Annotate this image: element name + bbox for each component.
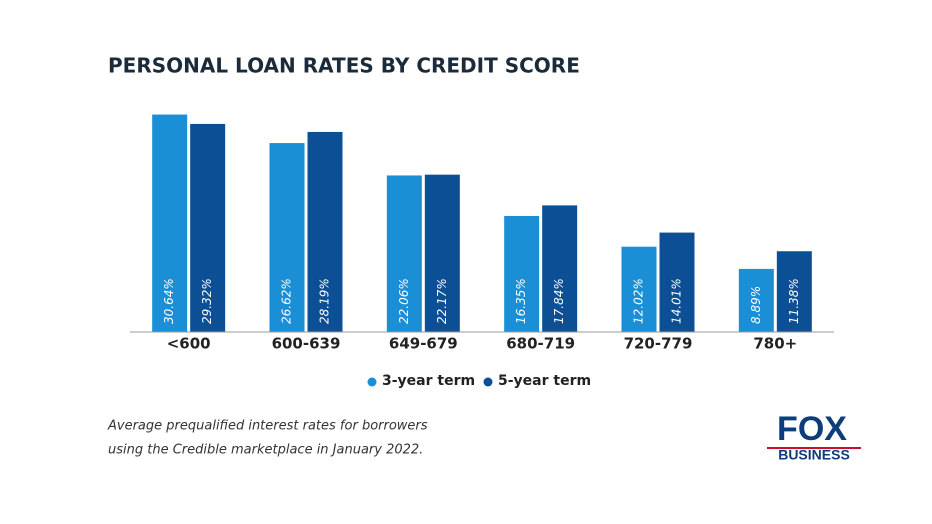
value-label: 14.01% [670, 278, 684, 324]
bar [190, 123, 226, 332]
bar [269, 143, 305, 332]
value-label: 8.89% [749, 286, 763, 324]
value-label: 22.17% [435, 278, 449, 324]
value-label: 17.84% [552, 278, 566, 324]
x-tick-label: 680-719 [506, 335, 575, 353]
bar [424, 174, 460, 332]
logo-bottom: BUSINESS [778, 447, 850, 463]
note-line: Average prequalified interest rates for … [107, 419, 428, 434]
logo-top: FOX [777, 410, 847, 448]
x-tick-label: 720-779 [624, 335, 693, 353]
bar [504, 215, 540, 332]
legend-label: 3-year term [382, 373, 475, 389]
value-label: 28.19% [318, 278, 332, 324]
value-label: 29.32% [200, 278, 214, 324]
bar [307, 131, 343, 332]
value-label: 11.38% [787, 278, 801, 324]
legend-label: 5-year term [498, 373, 591, 389]
bar [152, 114, 188, 332]
x-tick-label: 600-639 [272, 335, 341, 353]
bar [386, 175, 422, 332]
x-tick-label: 649-679 [389, 335, 458, 353]
chart-title: PERSONAL LOAN RATES BY CREDIT SCORE [108, 54, 580, 78]
legend-swatch [483, 377, 493, 387]
bar [738, 268, 774, 332]
note-line: using the Credible marketplace in Januar… [108, 443, 423, 458]
value-label: 12.02% [632, 278, 646, 324]
bar [659, 232, 695, 332]
bar [542, 205, 578, 332]
value-label: 26.62% [280, 278, 294, 324]
logo-rule [767, 447, 861, 449]
x-tick-label: <600 [167, 335, 211, 353]
value-label: 22.06% [397, 278, 411, 324]
legend-swatch [367, 377, 377, 387]
bar [621, 246, 657, 332]
x-tick-label: 780+ [753, 335, 797, 353]
value-label: 16.35% [514, 278, 528, 324]
value-label: 30.64% [162, 278, 176, 324]
bar [776, 251, 812, 332]
